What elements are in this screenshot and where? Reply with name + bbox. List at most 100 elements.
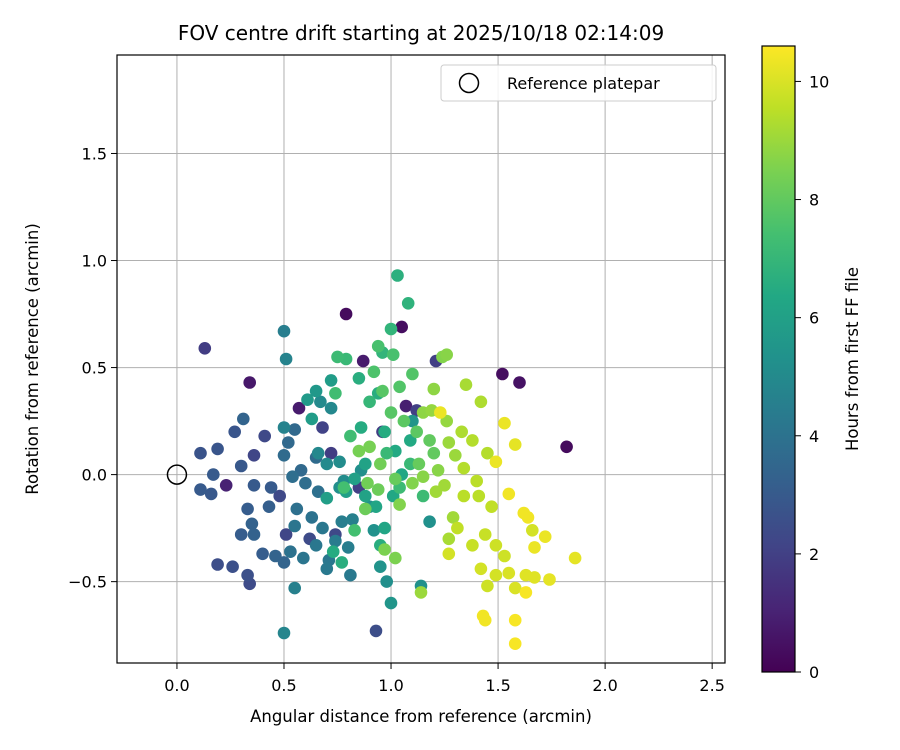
grid-lines — [117, 55, 725, 663]
data-point — [538, 530, 552, 543]
data-point — [367, 524, 381, 537]
data-point — [284, 545, 297, 558]
data-point — [207, 468, 220, 481]
chart-title: FOV centre drift starting at 2025/10/18 … — [178, 21, 664, 45]
data-point — [346, 513, 359, 526]
data-point — [466, 434, 479, 447]
data-point — [528, 571, 541, 584]
data-points — [194, 269, 582, 650]
data-point — [363, 440, 376, 454]
data-point — [393, 380, 406, 394]
y-tick-label: −0.5 — [68, 573, 107, 592]
data-point — [560, 440, 573, 454]
data-point — [294, 464, 308, 477]
y-tick-label: 0.5 — [82, 359, 107, 378]
data-point — [311, 446, 325, 460]
data-point — [466, 539, 479, 552]
colorbar-label: Hours from first FF file — [843, 267, 862, 451]
data-point — [369, 500, 383, 513]
data-point — [335, 556, 349, 569]
data-point — [277, 556, 291, 569]
data-point — [226, 560, 239, 573]
data-point — [498, 416, 511, 430]
data-point — [359, 489, 372, 503]
data-point — [457, 489, 471, 503]
data-point — [401, 297, 415, 310]
data-point — [247, 449, 261, 462]
data-point — [429, 485, 443, 499]
y-tick-label: 0.0 — [82, 466, 107, 485]
data-point — [359, 457, 372, 471]
data-point — [352, 372, 366, 385]
x-axis-label: Angular distance from reference (arcmin) — [250, 707, 592, 726]
data-point — [414, 586, 428, 599]
data-point — [508, 438, 522, 451]
plot-frame — [116, 54, 726, 664]
legend: Reference platepar — [440, 64, 717, 102]
data-point — [326, 545, 340, 558]
data-point — [354, 421, 368, 434]
data-point — [519, 586, 533, 599]
reference-platepar-marker — [166, 464, 188, 485]
data-point — [194, 446, 207, 460]
data-point — [543, 573, 556, 586]
data-point — [427, 446, 441, 460]
data-point — [431, 464, 445, 477]
data-point — [234, 528, 248, 541]
data-point — [243, 376, 256, 389]
data-point — [502, 487, 516, 501]
data-point — [228, 425, 241, 439]
colorbar-tick-label: 6 — [809, 309, 819, 328]
data-point — [269, 549, 282, 563]
y-tick-label: 1.5 — [82, 144, 107, 163]
data-point — [237, 412, 250, 426]
x-tick-label: 2.5 — [699, 676, 724, 695]
data-point — [404, 434, 417, 447]
data-point — [219, 479, 233, 492]
colorbar-ticks: 0 2 4 6 8 10 — [795, 72, 829, 682]
data-point — [528, 541, 541, 554]
data-point — [378, 543, 391, 556]
data-point — [311, 485, 325, 499]
colorbar-tick-label: 0 — [809, 663, 819, 682]
data-point — [412, 457, 426, 471]
data-point — [320, 491, 334, 505]
y-axis-label: Rotation from reference (arcmin) — [23, 223, 42, 495]
x-tick-label: 1.0 — [378, 676, 403, 695]
data-point — [288, 581, 302, 595]
data-point — [367, 365, 381, 379]
data-point — [457, 461, 471, 475]
data-point — [301, 393, 314, 407]
data-point — [279, 352, 293, 366]
data-point — [198, 342, 212, 355]
data-point — [282, 436, 295, 449]
data-point — [389, 472, 402, 486]
data-point — [374, 457, 387, 471]
data-point — [427, 382, 441, 396]
data-point — [305, 511, 319, 524]
data-point — [513, 376, 526, 389]
data-point — [442, 547, 456, 561]
data-point — [245, 517, 259, 531]
legend-box — [440, 64, 717, 102]
data-point — [277, 421, 291, 434]
data-point — [455, 425, 469, 439]
data-point — [288, 519, 302, 533]
data-point — [386, 348, 400, 362]
data-point — [508, 581, 522, 595]
data-point — [568, 551, 582, 565]
data-point — [316, 421, 329, 434]
data-point — [391, 269, 404, 282]
data-point — [423, 515, 436, 528]
x-tick-label: 0.5 — [271, 676, 296, 695]
data-point — [356, 354, 370, 368]
data-point — [376, 384, 389, 398]
data-point — [264, 481, 278, 494]
data-point — [449, 449, 462, 462]
data-point — [211, 558, 224, 571]
data-point — [286, 470, 299, 484]
data-point — [333, 455, 346, 469]
x-axis-ticks: 0.0 0.5 1.0 1.5 2.0 2.5 — [164, 663, 725, 695]
data-point — [309, 539, 323, 552]
colorbar-frame — [761, 45, 796, 673]
